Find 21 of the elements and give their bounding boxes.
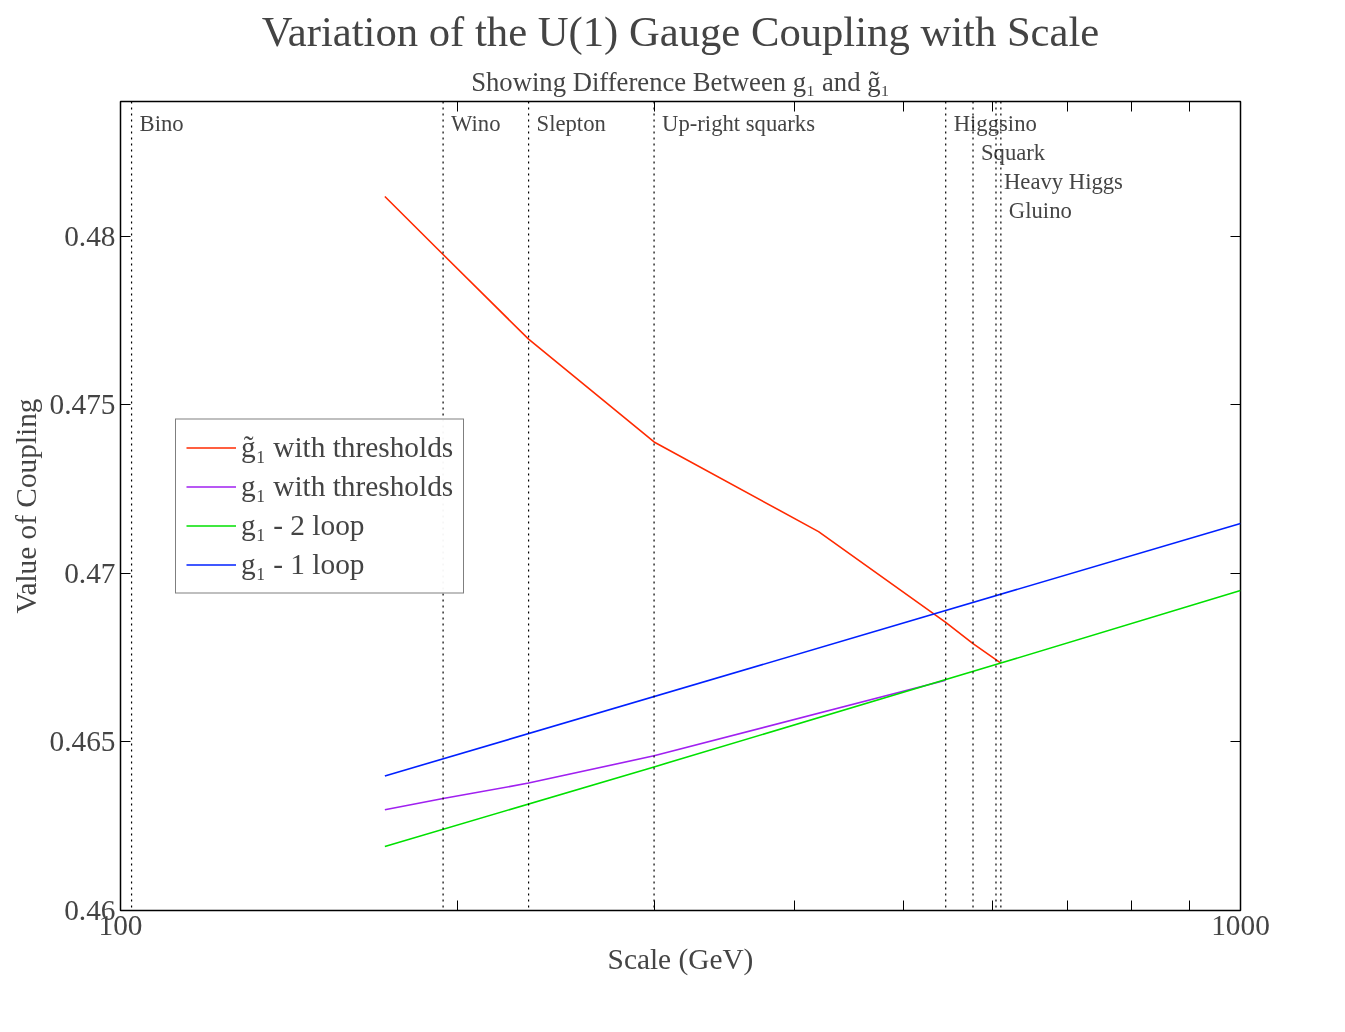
legend-label: g₁ with thresholds [241,468,454,504]
chart-title: Variation of the U(1) Gauge Coupling with Scale [261,7,1100,56]
chart-subtitle: Showing Difference Between g₁ and g̃₁ [471,66,890,97]
x-axis-title: Scale (GeV) [607,942,754,976]
legend-label: g₁ - 1 loop [241,546,365,582]
y-tick-label: 0.475 [49,388,116,421]
ref-line-label: Heavy Higgs [1003,168,1123,194]
ref-line-label: Gluino [1008,197,1072,223]
ref-line-label: Slepton [536,110,606,136]
legend-label: g₁ - 2 loop [241,507,365,543]
x-tick-label: 1000 [1211,908,1270,941]
y-axis-title: Value of Coupling [9,398,42,614]
ref-line-label: Wino [451,110,501,136]
y-tick-label: 0.47 [64,556,116,589]
ref-line-label: Higgsino [953,110,1037,136]
legend-label: g̃₁ with thresholds [241,429,454,465]
ref-line-label: Bino [139,110,184,136]
ref-line-label: Squark [981,139,1046,165]
y-tick-label: 0.465 [49,725,116,758]
y-tick-label: 0.48 [64,219,116,252]
ref-line-label: Up-right squarks [662,110,815,136]
